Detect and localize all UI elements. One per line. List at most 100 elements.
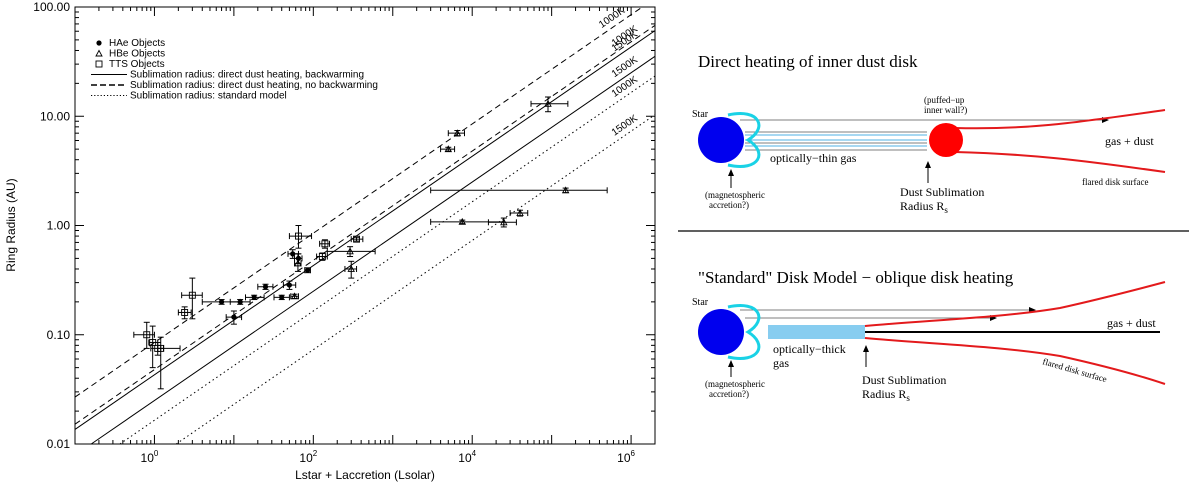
hbe-objects-point-9 (487, 217, 517, 228)
data-marker (295, 232, 302, 240)
data-marker (347, 265, 355, 272)
y-axis-label: Ring Radius (AU) (4, 178, 18, 271)
data-marker (516, 209, 524, 217)
tts-objects-point-7 (288, 225, 313, 249)
disk-upper-surface-bottom (864, 281, 1166, 327)
y-tick-label: 0.01 (47, 437, 71, 451)
tts-objects-point-8 (316, 252, 328, 261)
hbe-objects-point-10 (509, 209, 529, 217)
tts-objects-point-2 (148, 325, 159, 369)
legend-item-4: Sublimation radius: direct dust heating,… (91, 70, 364, 81)
legend-item-6: Sublimation radius: standard model (91, 91, 287, 102)
model-line-solid-3 (74, 30, 656, 430)
gas-dust-label-bottom: gas + dust (1107, 316, 1156, 330)
dust-sub-bottom-subscript: s (906, 393, 910, 403)
y-tick-label: 100.00 (33, 0, 70, 14)
y-tick-label: 1.00 (47, 219, 71, 233)
data-marker (305, 267, 311, 273)
data-marker (295, 255, 302, 261)
x-tick-base: 10 (458, 451, 472, 465)
wall-note-line-2: inner wall?) (924, 105, 967, 115)
tts-objects-point-4 (157, 336, 165, 390)
data-marker (321, 240, 329, 248)
x-tick-label: 100 (141, 449, 159, 465)
thick-gas-line-1: optically−thick (773, 342, 846, 356)
hae-objects-point-4 (244, 294, 265, 301)
data-marker (294, 259, 302, 267)
mag-note-top: (magnetospheric accretion?) (705, 190, 767, 210)
x-tick-base: 10 (617, 451, 631, 465)
star-top (698, 117, 744, 163)
data-marker (218, 299, 225, 305)
x-tick-exponent: 4 (472, 449, 477, 458)
legend-item-5: Sublimation radius: direct dust heating,… (91, 80, 378, 91)
data-marker (500, 218, 508, 226)
data-marker (290, 292, 299, 300)
wall-note: (puffed−up inner wall?) (924, 95, 967, 115)
model-line-dotted-6 (175, 114, 656, 445)
model-line-dashed-1 (74, 6, 643, 398)
legend-marker (95, 49, 103, 57)
data-marker (251, 294, 257, 300)
legend-label: TTS Objects (109, 59, 165, 70)
hbe-objects-point-4 (344, 260, 358, 279)
legend-label: HAe Objects (109, 38, 165, 49)
data-marker (544, 99, 552, 107)
dust-sub-top-line-1: Dust Sublimation (900, 185, 984, 199)
x-tick-exponent: 2 (313, 449, 318, 458)
hae-objects-point-7 (282, 280, 297, 290)
data-marker (453, 129, 462, 137)
hae-objects-point-3 (229, 298, 251, 305)
diagram-bottom-title: "Standard" Disk Model − oblique disk hea… (698, 268, 1014, 287)
star-label-bottom: Star (692, 297, 709, 308)
x-tick-label: 102 (299, 449, 317, 465)
diagram-top-title: Direct heating of inner dust disk (698, 52, 918, 71)
tts-objects-point-9 (319, 239, 331, 249)
x-tick-label: 104 (458, 449, 476, 465)
tts-objects-point-5 (177, 306, 192, 320)
data-marker (318, 253, 326, 260)
data-marker (561, 186, 570, 194)
x-tick-label: 106 (617, 449, 635, 465)
x-tick-base: 10 (141, 451, 155, 465)
disk-lower-surface-bottom (864, 337, 1166, 385)
legend-label: Sublimation radius: direct dust heating,… (130, 80, 378, 91)
y-tick-label: 10.00 (40, 109, 70, 123)
hbe-objects-point-7 (530, 96, 569, 113)
mag-note-bottom-line-2: accretion?) (709, 389, 749, 399)
dust-sub-label-top: Dust Sublimation Radius Rs (900, 185, 987, 215)
hbe-objects-point-11 (430, 186, 608, 194)
dust-sub-bottom-line-1: Dust Sublimation (862, 373, 946, 387)
data-marker (143, 331, 151, 339)
data-points (133, 96, 608, 390)
dust-sub-top-line-2: Radius R (900, 199, 944, 213)
surface-label-top: flared disk surface (1082, 177, 1148, 187)
disk-upper-surface-top (954, 109, 1166, 130)
data-marker (188, 291, 196, 299)
disk-lower-surface-top (954, 151, 1166, 173)
hae-objects-point-2 (225, 310, 243, 325)
x-tick-exponent: 0 (154, 449, 159, 458)
thick-gas-label: optically−thick gas (773, 342, 849, 370)
tts-objects-point-3 (150, 341, 181, 356)
data-marker (353, 235, 360, 243)
legend-item-3: TTS Objects (95, 59, 165, 70)
dust-sub-label-bottom: Dust Sublimation Radius Rs (862, 373, 949, 403)
hae-objects-point-6 (273, 294, 290, 301)
gas-dust-label-top: gas + dust (1105, 134, 1154, 148)
wall-note-line-1: (puffed−up (924, 95, 965, 105)
data-marker (346, 247, 354, 255)
data-marker (290, 251, 296, 257)
legend-label: HBe Objects (109, 49, 165, 60)
mag-note-bottom: (magnetospheric accretion?) (705, 379, 767, 399)
data-marker (458, 217, 467, 225)
data-marker (181, 308, 189, 316)
legend-marker (95, 60, 103, 68)
accretion-stream-bottom (727, 304, 761, 360)
dust-sub-bottom-line-2: Radius R (862, 387, 906, 401)
data-marker (444, 145, 453, 153)
legend-label: Sublimation radius: standard model (130, 91, 287, 102)
